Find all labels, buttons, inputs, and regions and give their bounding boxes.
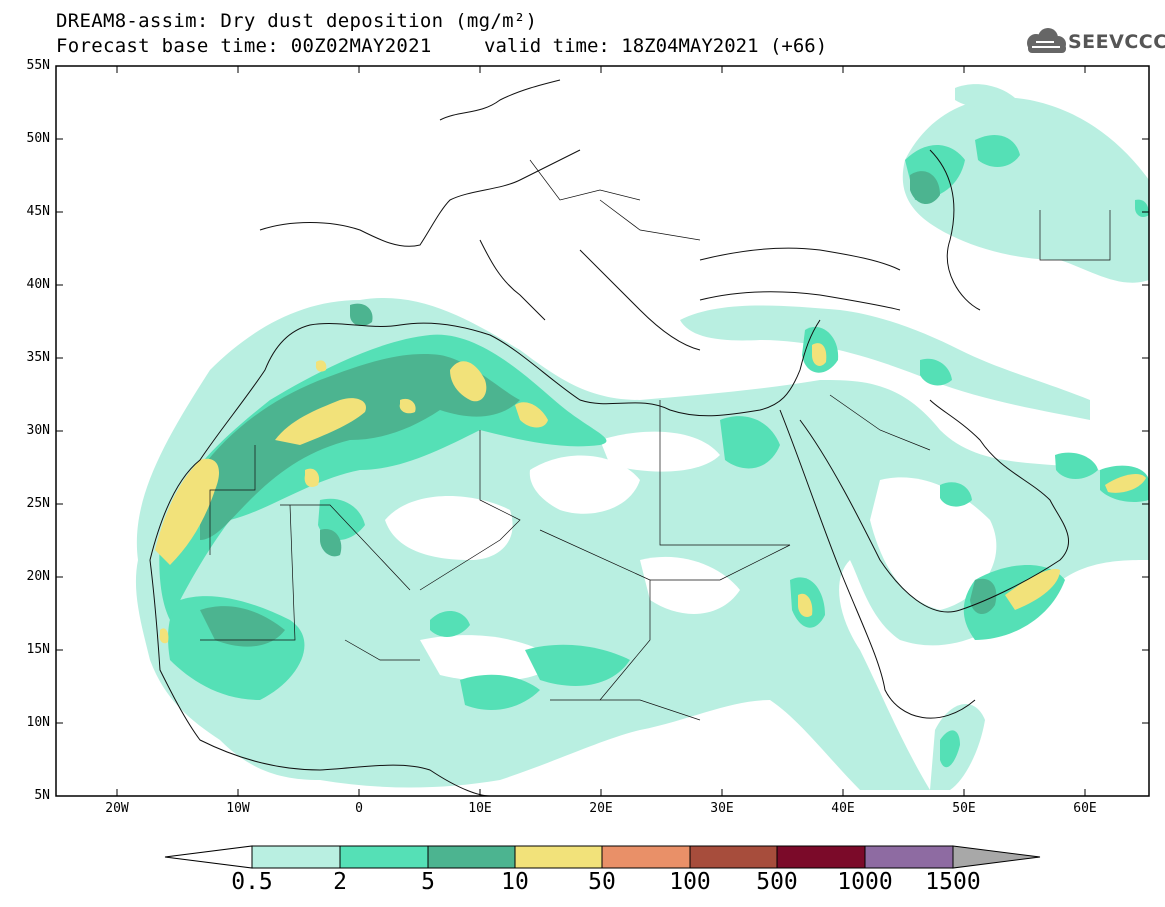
colorbar-bin-6: [689, 845, 778, 869]
lon-label: 0: [355, 801, 363, 816]
colorbar-label: 0.5: [231, 869, 273, 895]
forecast-base-time: Forecast base time: 00Z02MAY2021: [56, 35, 432, 57]
lat-label: 35N: [26, 350, 50, 365]
lat-label: 20N: [26, 569, 50, 584]
lon-label: 50E: [952, 801, 976, 816]
lat-label: 25N: [26, 496, 50, 511]
logo-text: SEEVCCC: [1068, 31, 1165, 53]
colorbar: [164, 845, 1041, 869]
colorbar-bin-3: [427, 845, 516, 869]
colorbar-label: 100: [669, 869, 711, 895]
lat-label: 15N: [26, 642, 50, 657]
lon-label: 30E: [710, 801, 734, 816]
lat-label: 55N: [26, 58, 50, 73]
colorbar-over-triangle: [952, 845, 1041, 869]
lon-label: 20E: [589, 801, 613, 816]
dust-fields: [135, 84, 1149, 790]
lon-label: 40E: [831, 801, 855, 816]
colorbar-label: 500: [756, 869, 798, 895]
colorbar-bin-5: [601, 845, 691, 869]
cloud-icon: [1027, 28, 1066, 53]
colorbar-label: 1000: [837, 869, 893, 895]
colorbar-bin-8: [864, 845, 954, 869]
colorbar-bin-1: [251, 845, 341, 869]
country-borders: [200, 159, 1111, 721]
colorbar-bin-2: [339, 845, 429, 869]
axis-ticks: [56, 65, 1149, 796]
lon-label: 20W: [105, 801, 129, 816]
map-title: DREAM8-assim: Dry dust deposition (mg/m²…: [56, 10, 538, 32]
lon-label: 10W: [226, 801, 250, 816]
lon-label: 60E: [1073, 801, 1097, 816]
lat-label: 30N: [26, 423, 50, 438]
colorbar-under-triangle: [164, 845, 253, 869]
colorbar-label: 1500: [925, 869, 981, 895]
lat-label: 10N: [26, 715, 50, 730]
lat-label: 50N: [26, 131, 50, 146]
lon-label: 10E: [468, 801, 492, 816]
colorbar-label: 50: [588, 869, 616, 895]
colorbar-label: 10: [501, 869, 529, 895]
colorbar-label: 2: [333, 869, 347, 895]
lat-label: 40N: [26, 277, 50, 292]
lat-label: 5N: [34, 788, 50, 803]
colorbar-bin-4: [514, 845, 603, 869]
valid-time: valid time: 18Z04MAY2021 (+66): [484, 35, 828, 57]
coastlines: [149, 79, 1070, 796]
colorbar-bin-7: [776, 845, 866, 869]
lat-label: 45N: [26, 204, 50, 219]
colorbar-label: 5: [421, 869, 435, 895]
